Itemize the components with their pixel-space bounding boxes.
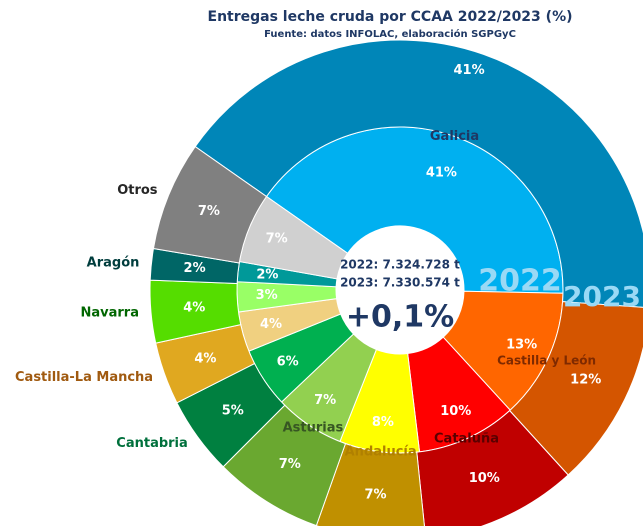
slice — [194, 39, 643, 308]
category-label: Galicia — [430, 129, 479, 144]
value-label: 10% — [440, 404, 471, 419]
value-label: 3% — [256, 288, 278, 303]
rings — [149, 39, 643, 526]
value-label: 5% — [222, 404, 244, 419]
value-label: 7% — [364, 488, 386, 503]
value-label: 7% — [266, 231, 288, 246]
value-label: 41% — [454, 63, 485, 78]
value-label: 41% — [426, 166, 457, 181]
series-label: 2023 — [563, 280, 641, 313]
value-label: 7% — [198, 204, 220, 219]
value-label: 4% — [183, 300, 205, 315]
category-label: Andalucía — [345, 444, 417, 459]
value-label: 2% — [256, 267, 278, 282]
center-line: 2023: 7.330.574 t — [340, 276, 460, 290]
value-label: 2% — [184, 261, 206, 276]
value-label: 10% — [469, 471, 500, 486]
value-label: 6% — [277, 355, 299, 370]
category-label: Otros — [117, 183, 158, 198]
center-change: +0,1% — [346, 300, 454, 335]
center-hole — [336, 226, 464, 354]
chart-title: Entregas leche cruda por CCAA 2022/2023 … — [208, 9, 573, 25]
series-label: 2022 — [478, 264, 562, 299]
value-label: 4% — [194, 352, 216, 367]
slice — [152, 145, 268, 264]
value-label: 12% — [570, 373, 601, 388]
chart-subtitle: Fuente: datos INFOLAC, elaboración SGPGy… — [264, 28, 516, 40]
category-label: Cantabria — [116, 436, 188, 451]
category-label: Aragón — [87, 256, 140, 271]
slice — [416, 409, 569, 526]
category-label: Navarra — [80, 305, 139, 320]
value-label: 7% — [279, 457, 301, 472]
category-label: Castilla-La Mancha — [15, 370, 153, 385]
center-line: 2022: 7.324.728 t — [340, 258, 460, 272]
value-label: 7% — [314, 393, 336, 408]
value-label: 8% — [372, 415, 394, 430]
value-label: 13% — [506, 337, 537, 352]
category-label: Castilla y León — [497, 354, 596, 368]
value-label: 4% — [260, 317, 282, 332]
category-label: Cataluña — [434, 431, 499, 446]
category-label: Asturias — [283, 420, 344, 435]
